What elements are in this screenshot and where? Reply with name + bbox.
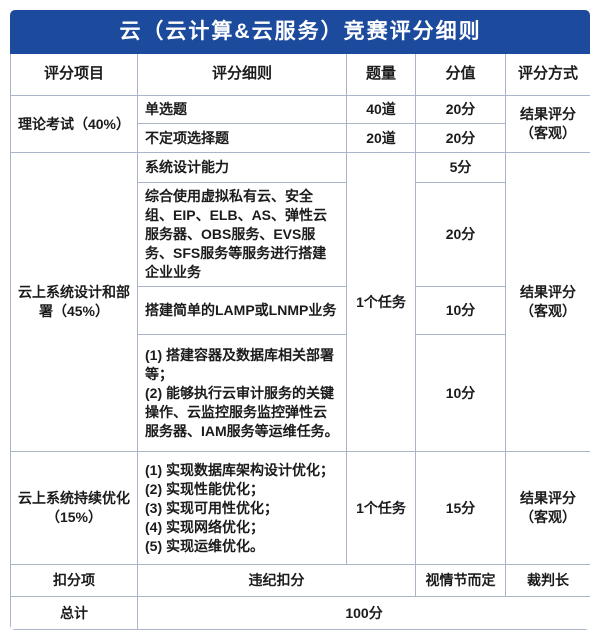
cell-theory-label: 理论考试（40%） (10, 94, 138, 154)
cell-design-detail-4: (1) 搭建容器及数据库相关部署等； (2) 能够执行云审计服务的关键操作、云监… (137, 334, 347, 453)
cell-theory-detail-2: 不定项选择题 (137, 123, 347, 154)
cell-optimize-label: 云上系统持续优化（15%） (10, 451, 138, 566)
cell-design-score-1: 5分 (415, 152, 506, 184)
cell-theory-method: 结果评分 （客观） (504, 94, 590, 154)
table-row: 云上系统设计和部署（45%） 系统设计能力 1个任务 5分 结果评分 （客观） (10, 152, 590, 453)
cell-deduction-score: 视情节而定 (415, 564, 506, 598)
table-row: (1) 搭建容器及数据库相关部署等； (2) 能够执行云审计服务的关键操作、云监… (11, 334, 591, 453)
table-row: 云上系统持续优化（15%） (1) 实现数据库架构设计优化； (2) 实现性能优… (10, 451, 590, 566)
cell-optimize-quantity: 1个任务 (346, 451, 416, 566)
table-row: 总计 100分 (10, 596, 590, 630)
scoring-rubric-card: 云（云计算&云服务）竞赛评分细则 评分项目 评分细则 题量 分值 评分方式 理论… (10, 10, 590, 630)
table-row: 搭建简单的LAMP或LNMP业务 10分 (11, 286, 591, 336)
cell-theory-quantity-1: 40道 (346, 94, 416, 125)
col-header-quantity: 题量 (346, 53, 416, 96)
cell-design-quantity: 1个任务 (346, 152, 416, 453)
cell-theory-quantity-2: 20道 (346, 123, 416, 154)
cell-design-detail-3: 搭建简单的LAMP或LNMP业务 (137, 286, 347, 336)
cell-total-value: 100分 (136, 596, 590, 630)
cell-theory-detail-1: 单选题 (137, 94, 347, 125)
cell-theory-score-1: 20分 (415, 94, 506, 125)
cell-design-score-4: 10分 (415, 334, 506, 453)
table-header-row: 评分项目 评分细则 题量 分值 评分方式 (10, 53, 590, 96)
cell-theory-score-2: 20分 (415, 123, 506, 154)
col-header-project: 评分项目 (10, 53, 138, 96)
cell-optimize-method: 结果评分 （客观） (504, 451, 590, 566)
cell-total-label: 总计 (10, 596, 138, 630)
col-header-detail: 评分细则 (137, 53, 347, 96)
cell-design-score-2: 20分 (415, 182, 506, 288)
cell-optimize-detail: (1) 实现数据库架构设计优化； (2) 实现性能优化； (3) 实现可用性优化… (137, 451, 347, 566)
table-title: 云（云计算&云服务）竞赛评分细则 (10, 10, 590, 54)
cell-deduction-label: 扣分项 (10, 564, 138, 598)
cell-deduction-detail: 违纪扣分 (137, 564, 416, 598)
col-header-score: 分值 (415, 53, 506, 96)
table-row: 理论考试（40%） 单选题 40道 20分 结果评分 （客观） (10, 94, 590, 154)
cell-design-label: 云上系统设计和部署（45%） (10, 152, 138, 453)
table-row: 扣分项 违纪扣分 视情节而定 裁判长 (10, 564, 590, 598)
cell-design-score-3: 10分 (415, 286, 506, 336)
col-header-method: 评分方式 (504, 53, 590, 96)
cell-design-detail-1: 系统设计能力 (137, 152, 347, 184)
cell-deduction-method: 裁判长 (504, 564, 590, 598)
cell-design-method: 结果评分 （客观） (504, 152, 590, 453)
scoring-rubric-table: 云（云计算&云服务）竞赛评分细则 评分项目 评分细则 题量 分值 评分方式 理论… (10, 10, 590, 630)
cell-design-detail-2: 综合使用虚拟私有云、安全组、EIP、ELB、AS、弹性云服务器、OBS服务、EV… (137, 182, 347, 288)
table-row: 不定项选择题 20道 20分 (11, 123, 591, 154)
cell-optimize-score: 15分 (415, 451, 506, 566)
table-row: 综合使用虚拟私有云、安全组、EIP、ELB、AS、弹性云服务器、OBS服务、EV… (11, 182, 591, 288)
